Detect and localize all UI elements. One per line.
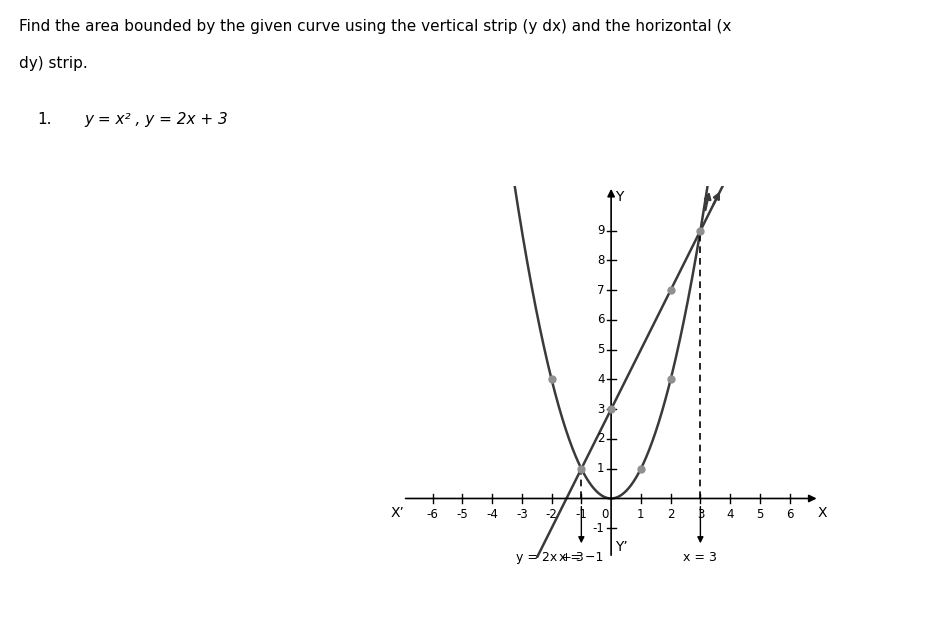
Text: 8: 8: [597, 254, 605, 267]
Text: 1: 1: [597, 463, 605, 475]
Text: 6: 6: [597, 314, 605, 326]
Text: y = x² , y = 2x + 3: y = x² , y = 2x + 3: [84, 112, 228, 126]
Text: Y: Y: [615, 190, 623, 205]
Text: 4: 4: [727, 508, 734, 521]
Text: -6: -6: [426, 508, 439, 521]
Text: 5: 5: [597, 343, 605, 356]
Text: dy) strip.: dy) strip.: [19, 56, 88, 71]
Text: 3: 3: [697, 508, 704, 521]
Text: y = 2x + 3: y = 2x + 3: [516, 551, 584, 564]
Text: 5: 5: [757, 508, 763, 521]
Text: Y’: Y’: [615, 539, 627, 554]
Text: 1: 1: [637, 508, 645, 521]
Text: 1.: 1.: [37, 112, 52, 126]
Text: -1: -1: [592, 522, 605, 534]
Text: 2: 2: [667, 508, 675, 521]
Text: 3: 3: [597, 403, 605, 415]
Text: X’: X’: [390, 506, 404, 520]
Text: Find the area bounded by the given curve using the vertical strip (y dx) and the: Find the area bounded by the given curve…: [19, 19, 731, 33]
Text: x = 3: x = 3: [684, 551, 717, 564]
Text: -1: -1: [576, 508, 587, 521]
Text: 7: 7: [597, 284, 605, 296]
Text: x = −1: x = −1: [559, 551, 604, 564]
Text: X: X: [818, 506, 828, 520]
Text: 6: 6: [786, 508, 793, 521]
Text: 2: 2: [597, 433, 605, 445]
Text: 0: 0: [601, 508, 608, 521]
Text: -4: -4: [486, 508, 498, 521]
Text: -3: -3: [516, 508, 528, 521]
Text: 9: 9: [597, 224, 605, 237]
Text: 4: 4: [597, 373, 605, 386]
Text: -2: -2: [546, 508, 558, 521]
Text: -5: -5: [456, 508, 468, 521]
